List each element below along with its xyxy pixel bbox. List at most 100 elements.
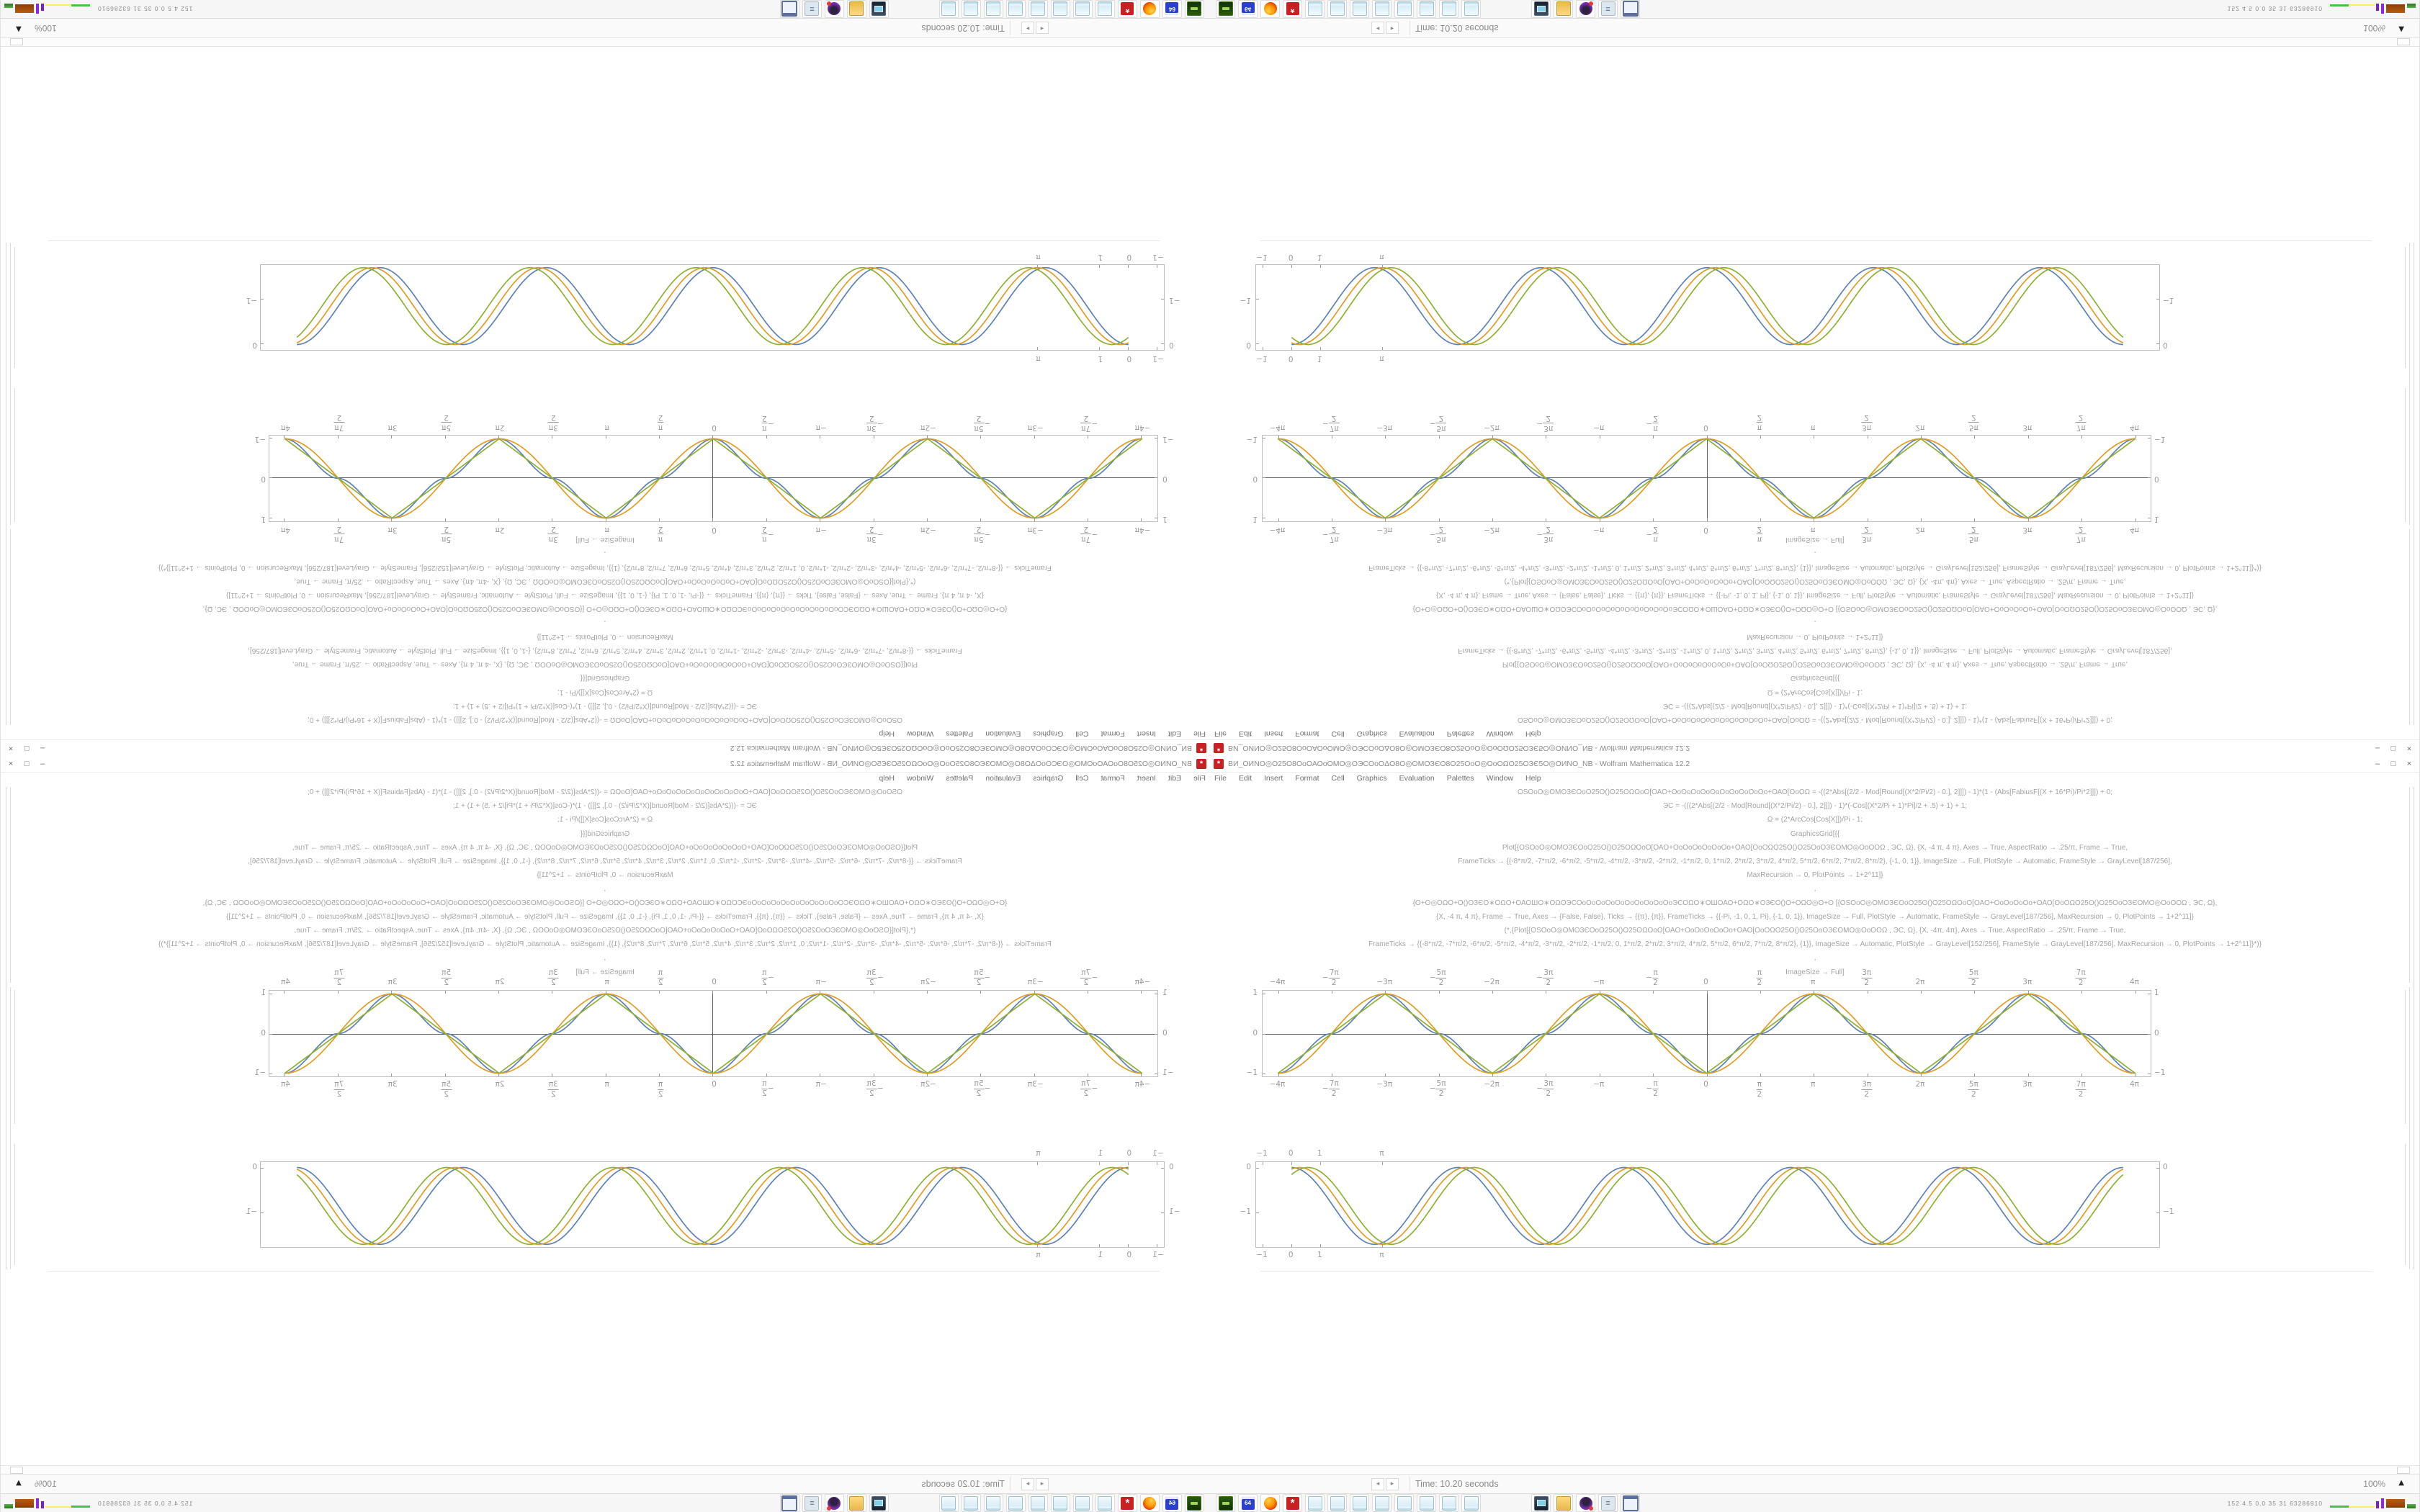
taskbar-button[interactable]: [869, 0, 889, 18]
tray-cpu-nub[interactable]: [4, 4, 13, 9]
taskbar-button[interactable]: ≡: [802, 1494, 822, 1512]
window-title-bar[interactable]: * ВИ_ОИNО◎О25О8ОоОАОоОМО◎ОЭСОоОΔО8О◎ОМОЗ…: [0, 739, 1210, 756]
taskbar-button[interactable]: [1006, 0, 1026, 18]
code-cell-block[interactable]: ОЅОоО◎ОМОЗЄОоО25О()О25ОΩОоО[ОАО+ОоОоОоОо…: [1210, 533, 2420, 726]
menu-item-file[interactable]: File: [1214, 774, 1227, 783]
cell-bracket-output-group[interactable]: [10, 987, 11, 1269]
taskbar-button[interactable]: [1576, 0, 1595, 18]
tray-cpu-nub[interactable]: [2407, 1503, 2416, 1508]
menu-item-help[interactable]: Help: [879, 729, 895, 738]
taskbar-button[interactable]: [1051, 1494, 1070, 1512]
menu-item-format[interactable]: Format: [1101, 729, 1125, 738]
taskbar-button[interactable]: [1531, 1494, 1551, 1512]
code-line[interactable]: ЭС = -(((2*Abs[(2/2 - Mod[Round[(X*2/Pi/…: [1662, 701, 1968, 710]
code-line[interactable]: Ω = (2*ArcCos[Cos[X]])/Pi - 1;: [557, 688, 653, 696]
tray-activity-sparkline[interactable]: [2330, 1498, 2375, 1508]
taskbar-button[interactable]: [1073, 1494, 1093, 1512]
status-scroll-left-button[interactable]: ◂: [1036, 1478, 1049, 1490]
taskbar-button[interactable]: [1327, 0, 1347, 18]
taskbar-button[interactable]: [1394, 1494, 1414, 1512]
taskbar-button[interactable]: [1260, 1494, 1280, 1512]
menu-item-cell[interactable]: Cell: [1331, 729, 1345, 738]
code-line[interactable]: (*,{Plot[{ОЅОоО◎ОМОЗЄОоО25О()О25ОΩОоО[ОА…: [294, 577, 916, 585]
taskbar-button[interactable]: [1095, 0, 1115, 18]
horizontal-scrollbar[interactable]: [0, 37, 1210, 47]
menu-item-evaluation[interactable]: Evaluation: [985, 729, 1021, 738]
code-line[interactable]: Ω = (2*ArcCos[Cos[X]])/Pi - 1;: [1767, 816, 1863, 824]
menu-item-cell[interactable]: Cell: [1075, 774, 1089, 783]
menu-item-palettes[interactable]: Palettes: [1446, 774, 1474, 783]
code-line[interactable]: ,: [604, 618, 606, 627]
taskbar-button[interactable]: [1554, 0, 1573, 18]
notebook-area[interactable]: ОЅОоО◎ОМОЗЄОоО25О()О25ОΩОоО[ОАО+ОоОоОоОо…: [0, 784, 1210, 1465]
scrollbar-corner-box[interactable]: [10, 1467, 23, 1474]
minimize-button[interactable]: –: [2375, 760, 2380, 768]
maximize-button[interactable]: □: [24, 760, 30, 768]
code-line[interactable]: ОЅОоО◎ОМОЗЄОоО25О()О25ОΩОоО[ОАО+ОоОоОоОо…: [1517, 788, 2113, 796]
menu-item-insert[interactable]: Insert: [1137, 729, 1156, 738]
code-line[interactable]: FrameTicks → {{-8*π/2, -7*π/2, -6*π/2, -…: [1458, 858, 2172, 866]
menu-item-palettes[interactable]: Palettes: [946, 729, 974, 738]
scrollbar-corner-box[interactable]: [10, 38, 23, 45]
code-line[interactable]: (*,{Plot[{ОЅОоО◎ОМОЗЄОоО25О()О25ОΩОоО[ОА…: [294, 927, 916, 935]
menu-item-help[interactable]: Help: [1525, 774, 1541, 783]
tray-cpu-nub[interactable]: [2407, 4, 2416, 9]
taskbar-button[interactable]: [1621, 0, 1640, 18]
taskbar-button[interactable]: [1140, 0, 1160, 18]
taskbar-button[interactable]: ≡: [1598, 1494, 1618, 1512]
tray-usage-spike[interactable]: [2376, 4, 2379, 12]
cell-bracket-plot2[interactable]: [14, 247, 15, 368]
taskbar-button[interactable]: *: [1283, 1494, 1302, 1512]
cell-bracket-output-group[interactable]: [2409, 243, 2410, 525]
taskbar-button[interactable]: 64: [1162, 1494, 1182, 1512]
code-line[interactable]: Plot[{ОЅОоО◎ОМОЗЄОоО25О()О25ОΩОоО[ОАО+Оо…: [292, 843, 918, 852]
tray-usage-spike[interactable]: [41, 4, 44, 12]
magnification-value[interactable]: 100%: [2363, 1479, 2385, 1489]
menu-item-insert[interactable]: Insert: [1137, 774, 1156, 783]
menu-item-file[interactable]: File: [1193, 774, 1206, 783]
code-line[interactable]: {X, -4 π, 4 π}, Frame → True, Axes → {Fa…: [1436, 912, 2194, 921]
code-line[interactable]: FrameTicks → {{-8*π/2, -7*π/2, -6*π/2, -…: [1458, 646, 2172, 654]
notebook-area[interactable]: ОЅОоО◎ОМОЗЄОоО25О()О25ОΩОоО[ОАО+ОоОоОоОо…: [1210, 47, 2420, 728]
taskbar-button[interactable]: [1140, 1494, 1160, 1512]
scrollbar-corner-box[interactable]: [2397, 1467, 2410, 1474]
menu-item-evaluation[interactable]: Evaluation: [985, 774, 1021, 783]
magnification-value[interactable]: 100%: [2363, 23, 2385, 33]
taskbar-button[interactable]: [1185, 1494, 1204, 1512]
taskbar-button[interactable]: [1327, 1494, 1347, 1512]
status-scroll-right-button[interactable]: ▸: [1386, 22, 1399, 34]
tray-history-graph[interactable]: [15, 4, 34, 14]
taskbar-button[interactable]: [962, 0, 981, 18]
code-line[interactable]: Ω = (2*ArcCos[Cos[X]])/Pi - 1;: [1767, 688, 1863, 696]
tray-activity-sparkline[interactable]: [45, 4, 90, 14]
notebook-area[interactable]: ОЅОоО◎ОМОЗЄОоО25О()О25ОΩОоО[ОАО+ОоОоОоОо…: [1210, 784, 2420, 1465]
menu-item-insert[interactable]: Insert: [1264, 774, 1283, 783]
horizontal-scrollbar[interactable]: [0, 1465, 1210, 1475]
taskbar-button[interactable]: [1372, 0, 1392, 18]
taskbar-button[interactable]: [962, 1494, 981, 1512]
code-cell-block[interactable]: ОЅОоО◎ОМОЗЄОоО25О()О25ОΩОоО[ОАО+ОоОоОоОо…: [0, 533, 1210, 726]
code-line[interactable]: MaxRecursion → 0, PlotPoints → 1+2^11]}: [537, 871, 673, 880]
code-line[interactable]: {О+О◎ОΩО+О()ОЗЄО∗ОΩО+ОАОШО∗ОΩОЭСОоОоОоОо…: [202, 899, 1008, 907]
cell-bracket-input[interactable]: [10, 787, 11, 983]
taskbar-button[interactable]: [847, 0, 866, 18]
menu-item-help[interactable]: Help: [1525, 729, 1541, 738]
menu-item-edit[interactable]: Edit: [1168, 774, 1182, 783]
magnification-caret-icon[interactable]: ▲: [2398, 25, 2404, 33]
horizontal-scrollbar[interactable]: [1210, 1465, 2420, 1475]
taskbar-button[interactable]: [1350, 0, 1369, 18]
tray-usage-spike[interactable]: [2381, 4, 2384, 14]
magnification-value[interactable]: 100%: [35, 1479, 57, 1489]
taskbar-button[interactable]: [780, 1494, 799, 1512]
code-line[interactable]: FrameTicks → {{-8*π/2, -7*π/2, -6*π/2, -…: [248, 858, 962, 866]
code-line[interactable]: GraphicsGrid[{{: [1790, 674, 1840, 683]
code-line[interactable]: GraphicsGrid[{{: [1790, 829, 1840, 838]
menu-item-evaluation[interactable]: Evaluation: [1399, 729, 1435, 738]
status-scroll-right-button[interactable]: ▸: [1386, 1478, 1399, 1490]
status-scroll-left-button[interactable]: ◂: [1371, 22, 1384, 34]
menu-item-window[interactable]: Window: [1486, 774, 1514, 783]
code-line[interactable]: FrameTicks → {{-8*π/2, -7*π/2, -6*π/2, -…: [158, 940, 1052, 949]
menu-item-file[interactable]: File: [1214, 729, 1227, 738]
cell-bracket-input[interactable]: [2409, 529, 2410, 725]
cell-bracket-plot1[interactable]: [14, 990, 15, 1124]
